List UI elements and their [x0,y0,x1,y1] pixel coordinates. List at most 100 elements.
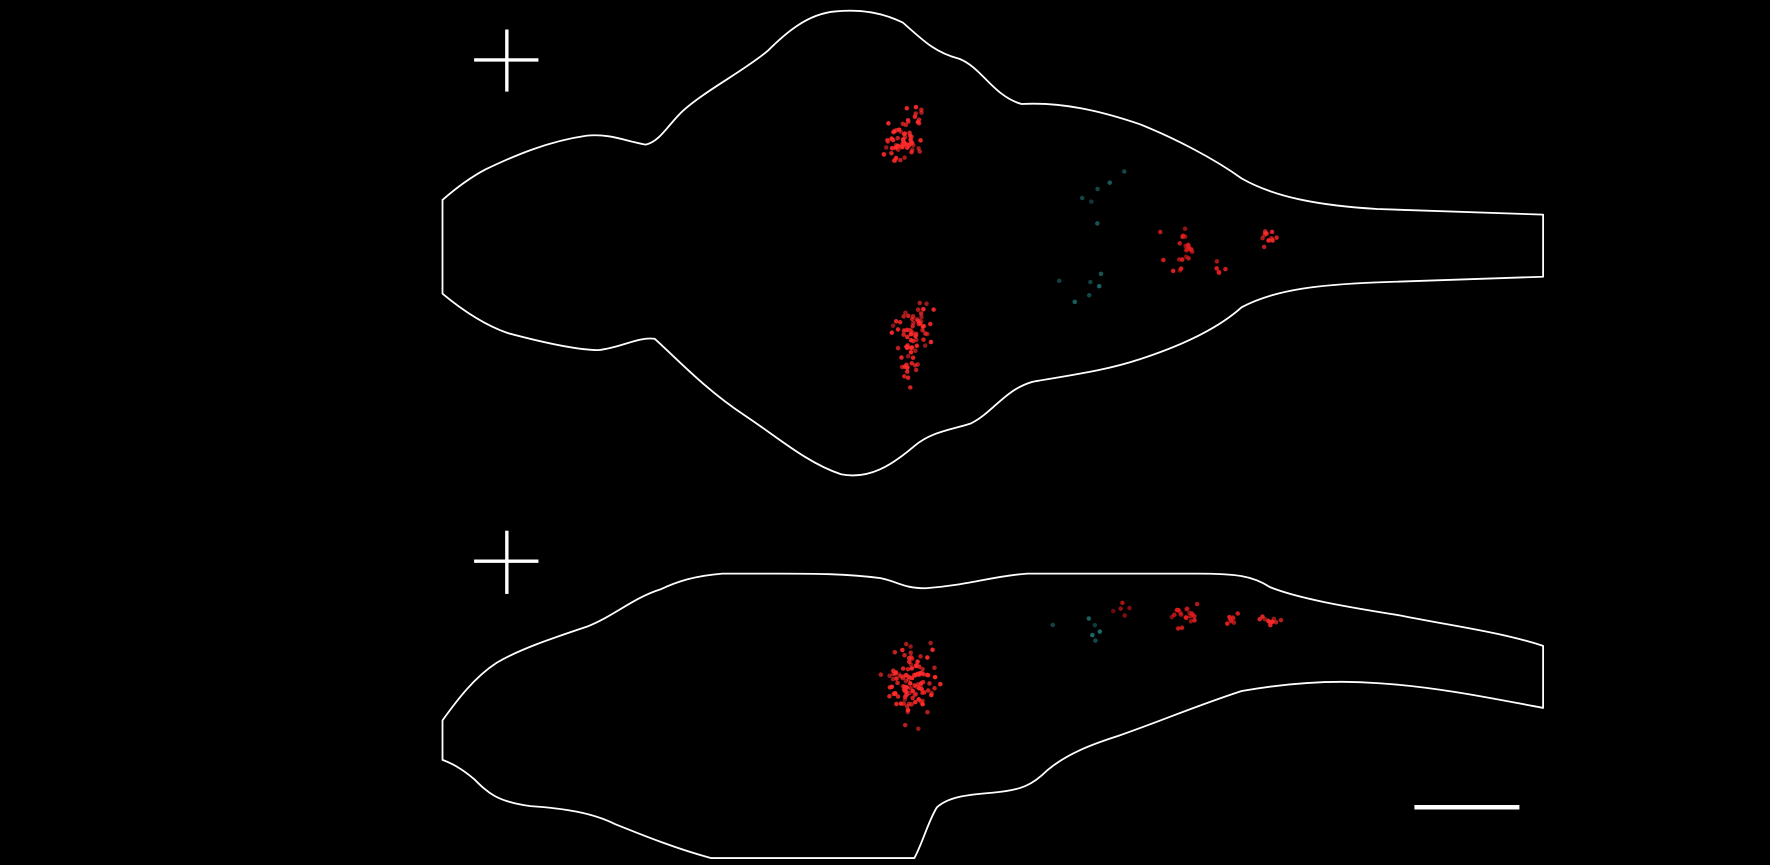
cell-dot [883,145,889,150]
cell-dot [932,674,938,680]
cell-dot [903,641,909,647]
cell-dot [878,672,884,677]
cell-dot [1122,169,1127,174]
cell-dot [1260,235,1265,241]
cell-dot [912,692,918,698]
cell-dot [1273,619,1279,625]
cell-dot [903,310,908,315]
cell-dot [915,307,921,312]
cell-dot [895,680,900,686]
cell-dot [1274,235,1279,240]
cell-dot [915,659,920,664]
cell-dot [925,709,930,715]
cell-dot [914,337,919,343]
cell-dot [929,690,934,696]
cell-dot [890,676,896,682]
cell-dot [906,674,912,680]
cell-dot [904,106,910,111]
cell-dot [1092,622,1098,628]
cell-dot [887,685,893,690]
cell-dot [1086,616,1092,621]
cell-dot [896,127,902,133]
cell-dot [928,321,933,327]
cell-dot [899,144,904,149]
cell-dot [1079,195,1085,201]
cell-dot [916,726,921,731]
cell-dot [913,104,919,110]
cell-dot [1225,621,1230,626]
cell-dot [1122,613,1127,618]
cell-dot [1179,257,1185,262]
cell-dot [901,332,906,337]
cell-dot [1216,269,1222,275]
cell-dot [914,343,920,349]
cell-dot [920,327,925,333]
cell-dot [1107,180,1113,185]
cell-dot [921,323,927,329]
cell-dot [922,343,928,348]
cell-dot [1057,278,1062,284]
cell-dot [908,337,914,343]
cell-dot [895,694,901,699]
cell-dot [889,150,894,156]
cell-dot [918,654,923,659]
cell-dot [1161,257,1166,263]
cell-dot [912,699,918,705]
cell-dot [1179,625,1185,631]
cell-dot [908,349,914,355]
cell-dot [905,707,911,713]
cell-dot [1235,611,1241,616]
cell-dot [900,137,906,143]
cell-dot [923,331,928,336]
cell-dot [912,114,918,120]
cell-dot [1270,238,1275,243]
cell-dot [1086,292,1092,298]
cell-dot [892,650,898,655]
cell-dot [1178,266,1184,271]
cell-dot [908,650,913,655]
cell-dot [894,701,899,707]
cell-dot [906,701,912,707]
cell-dot [1184,248,1189,253]
cell-dot [902,374,907,379]
cell-dot [916,697,922,702]
cell-dot [891,691,897,697]
cell-dot [917,300,923,306]
cell-dot [908,331,914,337]
cell-dot [901,314,906,319]
cell-dot [905,353,911,359]
cell-dot [932,665,937,671]
cell-dot [908,654,914,660]
cell-dot [1118,606,1123,611]
cell-dot [904,369,910,374]
cell-dot [1177,241,1182,246]
cell-dot [918,681,924,686]
cell-dot [910,313,916,319]
cell-dot [916,672,922,678]
cell-dot [921,306,926,312]
cell-dot [1097,629,1103,634]
cell-dot [886,121,891,126]
cell-dot [912,683,917,688]
cell-dot [1186,244,1191,249]
cell-dot [1194,601,1200,607]
cell-dot [1186,256,1191,261]
cell-dot [922,690,927,695]
cell-dot [920,666,925,672]
cell-dot [927,681,932,686]
cell-dot [1182,226,1188,232]
cell-dot [897,319,903,325]
cell-dot [1158,229,1163,235]
cell-dot [903,678,909,684]
cell-dot [900,121,906,127]
cell-dot [1266,238,1271,243]
cell-dot [905,666,911,672]
cell-dot [910,688,916,694]
cell-dots [878,104,1284,731]
cell-dot [913,348,918,354]
cell-dot [1089,199,1094,204]
cell-dot [881,151,886,157]
cell-dot [902,652,907,658]
cell-dot [905,375,911,381]
cell-dot [893,319,899,324]
